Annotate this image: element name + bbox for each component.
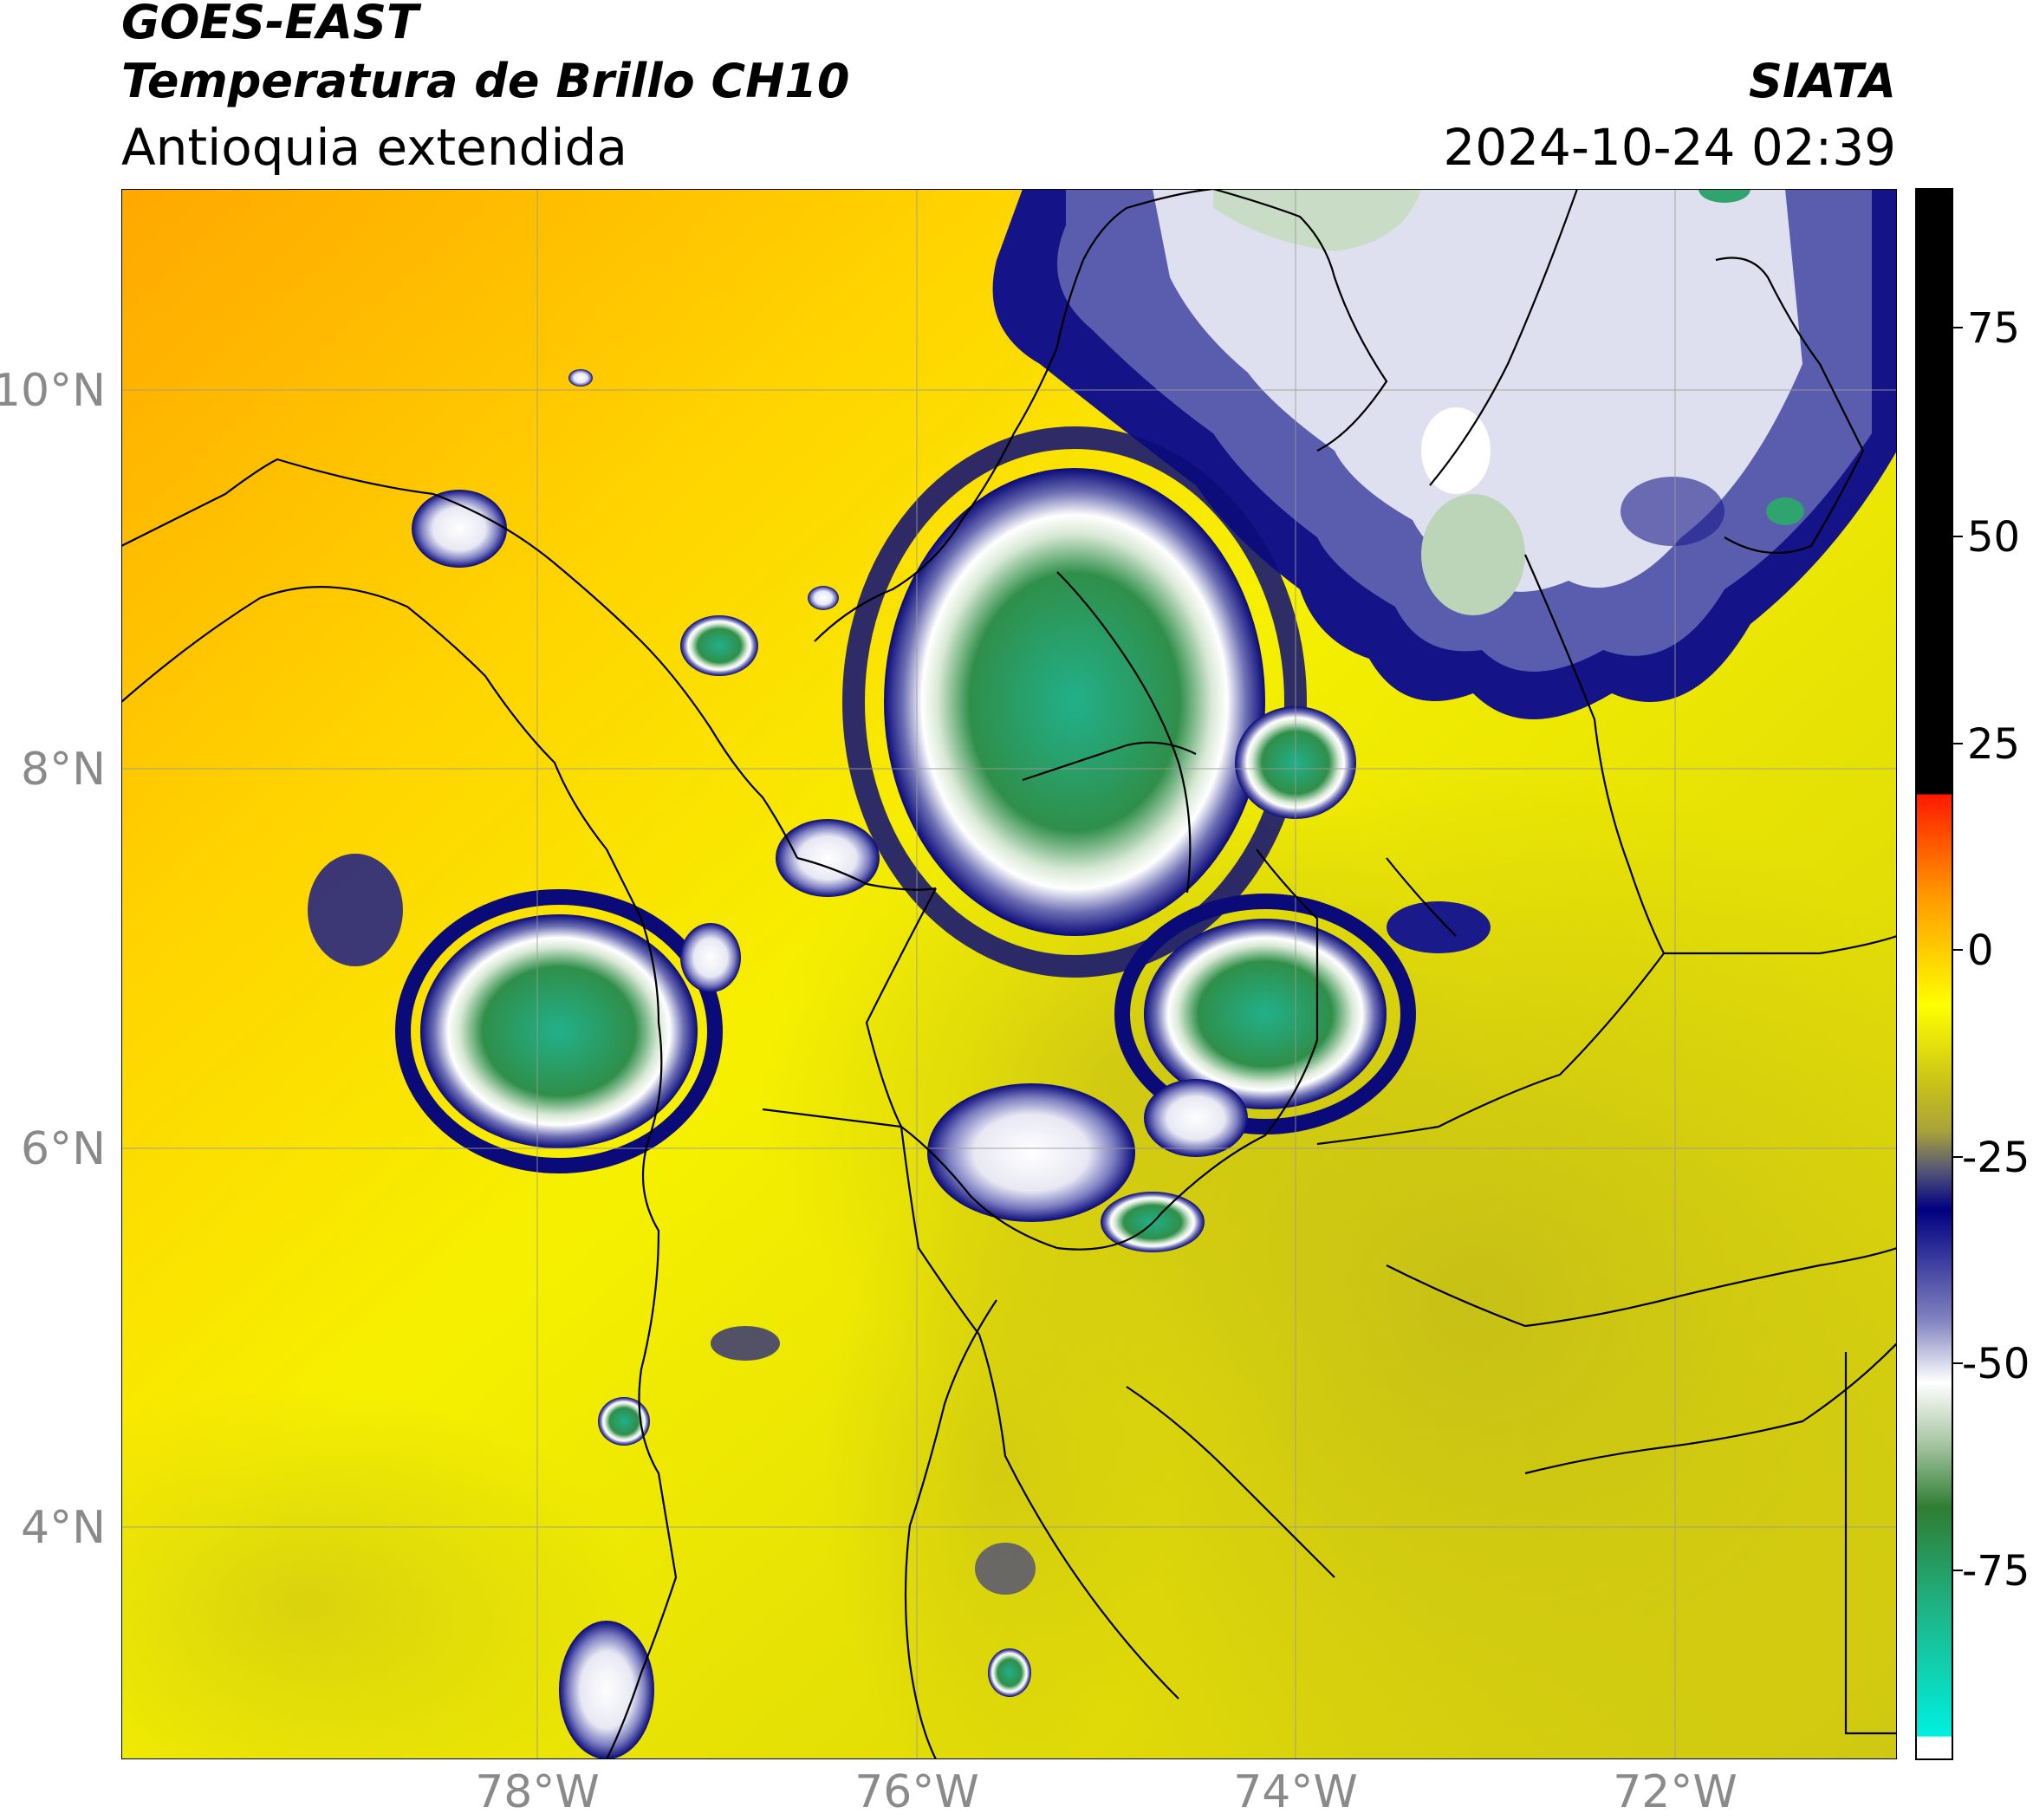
organization-label: SIATA (1748, 54, 1896, 108)
product-title: Temperatura de Brillo CH10 (121, 54, 850, 108)
longitude-axis: 78°W 76°W 74°W 72°W (475, 1766, 1737, 1818)
satellite-title: GOES-EAST (121, 0, 419, 49)
lon-label-72w: 72°W (1613, 1766, 1737, 1818)
lat-label-4n: 4°N (21, 1502, 106, 1554)
latitude-axis: 10°N 8°N 6°N 4°N (0, 365, 106, 1554)
colorbar: 75 50 25 0 -25 -50 -75 (1915, 188, 2030, 1760)
region-subtitle: Antioquia extendida (121, 118, 627, 177)
colorbar-tick-neg50: -50 (1962, 1340, 2030, 1388)
colorbar-tick-50: 50 (1967, 513, 2020, 562)
datetime-label: 2024-10-24 02:39 (1443, 118, 1896, 177)
western-storm-cell (420, 914, 698, 1148)
colorbar-tick-75: 75 (1967, 304, 2020, 353)
coastlines-and-borders (121, 189, 1897, 1759)
lat-label-8n: 8°N (21, 744, 106, 796)
colorbar-tick-neg75: -75 (1962, 1547, 2030, 1596)
lon-label-78w: 78°W (475, 1766, 600, 1818)
colorbar-tick-25: 25 (1967, 720, 2020, 769)
lat-label-6n: 6°N (21, 1123, 106, 1175)
lat-label-10n: 10°N (0, 365, 106, 417)
lon-label-74w: 74°W (1233, 1766, 1358, 1818)
colorbar-tick-0: 0 (1967, 926, 1994, 975)
colorbar-tick-neg25: -25 (1962, 1134, 2030, 1182)
map-panel (121, 189, 1897, 1759)
central-storm-cell (884, 468, 1265, 936)
lon-label-76w: 76°W (854, 1766, 979, 1818)
eastern-storm-cell (1144, 919, 1387, 1109)
graticule (121, 189, 1897, 1759)
colorbar-gradient (1915, 188, 1953, 1760)
